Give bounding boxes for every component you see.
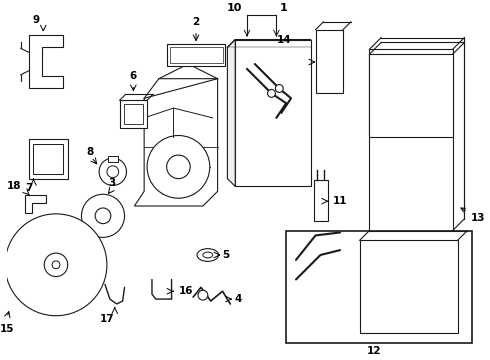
Text: 1: 1 <box>279 3 287 13</box>
Circle shape <box>5 214 107 316</box>
Circle shape <box>81 194 124 237</box>
Text: 8: 8 <box>86 147 93 157</box>
Circle shape <box>147 135 210 198</box>
Polygon shape <box>235 40 311 186</box>
Text: 2: 2 <box>193 17 200 27</box>
Bar <box>170 48 222 63</box>
Polygon shape <box>227 40 235 186</box>
Text: 16: 16 <box>178 286 193 296</box>
Text: 18: 18 <box>7 181 22 191</box>
Text: 7: 7 <box>25 184 33 193</box>
Bar <box>108 156 118 162</box>
Text: 11: 11 <box>333 196 348 206</box>
Bar <box>286 230 472 343</box>
Polygon shape <box>28 35 63 89</box>
Text: 17: 17 <box>99 314 114 324</box>
Bar <box>167 44 225 66</box>
Ellipse shape <box>203 252 213 258</box>
Text: 4: 4 <box>234 294 242 304</box>
Text: 13: 13 <box>461 208 485 223</box>
Circle shape <box>268 90 275 97</box>
Text: 14: 14 <box>276 35 291 45</box>
Bar <box>33 144 63 174</box>
Text: 15: 15 <box>0 324 15 334</box>
Circle shape <box>107 166 119 177</box>
Bar <box>316 30 343 93</box>
Circle shape <box>95 208 111 224</box>
Text: 12: 12 <box>367 346 382 356</box>
Bar <box>369 54 453 138</box>
Circle shape <box>44 253 68 276</box>
Bar <box>369 49 453 230</box>
Circle shape <box>275 85 283 93</box>
Text: 10: 10 <box>227 3 242 13</box>
Bar <box>120 100 147 128</box>
Text: 6: 6 <box>130 71 137 81</box>
Text: 3: 3 <box>108 179 115 188</box>
Circle shape <box>167 155 190 179</box>
Ellipse shape <box>197 249 219 261</box>
Polygon shape <box>134 79 218 206</box>
Text: 9: 9 <box>33 15 40 25</box>
Circle shape <box>99 158 126 185</box>
Circle shape <box>198 290 208 300</box>
Circle shape <box>52 261 60 269</box>
Text: 5: 5 <box>222 250 230 260</box>
Bar <box>314 180 328 221</box>
Bar <box>123 104 143 124</box>
Bar <box>28 139 68 179</box>
Polygon shape <box>24 195 46 213</box>
Bar <box>360 240 458 333</box>
